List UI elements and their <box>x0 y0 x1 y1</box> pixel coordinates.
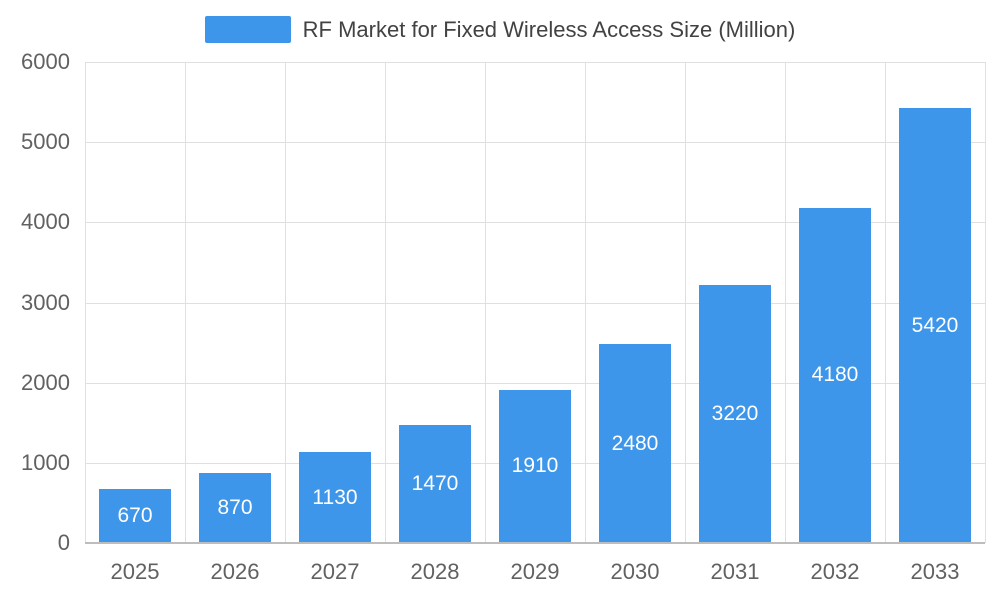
x-axis-tick-label: 2032 <box>810 559 860 584</box>
gridline-v <box>485 62 486 543</box>
bar: 1130 <box>299 452 371 543</box>
gridline-v <box>285 62 286 543</box>
bar-value-label: 1910 <box>511 454 559 478</box>
gridline-h <box>85 382 985 384</box>
bar-value-label: 5420 <box>911 313 959 337</box>
legend-swatch[interactable] <box>204 16 291 43</box>
bar: 3220 <box>699 284 771 543</box>
bar-value-label: 1130 <box>312 485 358 509</box>
y-axis-tick-label: 0 <box>57 530 70 555</box>
gridline-h <box>85 222 985 224</box>
gridline-v <box>985 62 986 543</box>
y-axis-tick-label: 6000 <box>21 49 70 74</box>
bar-value-label: 4180 <box>811 363 859 387</box>
gridline-h <box>85 142 985 144</box>
x-axis-tick-label: 2028 <box>410 559 460 584</box>
bar-value-label: 1470 <box>411 472 459 496</box>
y-axis-tick-label: 4000 <box>21 209 70 235</box>
x-axis-tick-label: 2027 <box>310 559 360 584</box>
legend-label: RF Market for Fixed Wireless Access Size… <box>302 17 796 42</box>
bar: 4180 <box>799 207 871 543</box>
gridline-v <box>185 62 186 543</box>
bar: 870 <box>199 473 271 543</box>
gridline-v <box>585 62 586 543</box>
bar: 1470 <box>399 425 471 543</box>
y-axis-tick-label: 3000 <box>21 289 70 315</box>
gridline-v <box>85 62 86 543</box>
x-axis-tick-label: 2029 <box>510 559 560 584</box>
plot-area: 670 870 1130 1470 1910 2480 3220 4180 5420 0 1000… <box>21 51 986 584</box>
bar: 670 <box>99 489 171 543</box>
gridline-h <box>85 62 985 63</box>
legend[interactable]: RF Market for Fixed Wireless Access Size… <box>0 16 1000 43</box>
x-axis-tick-label: 2031 <box>710 559 760 584</box>
bar-value-label: 3220 <box>711 401 759 425</box>
x-axis-tick-label: 2025 <box>110 559 160 584</box>
x-axis-tick-label: 2026 <box>210 559 260 584</box>
y-axis-tick-label: 1000 <box>21 449 70 475</box>
bar: 5420 <box>899 108 971 543</box>
gridline-v <box>785 62 786 543</box>
bar-value-label: 670 <box>117 504 153 528</box>
y-axis-tick-label: 2000 <box>21 369 70 395</box>
bar-value-label: 870 <box>217 496 253 520</box>
bar: 1910 <box>499 389 571 543</box>
bar-value-label: 2480 <box>611 431 659 455</box>
gridline-v <box>685 62 686 543</box>
gridline-h <box>85 302 985 304</box>
y-axis-tick-label: 5000 <box>21 129 70 155</box>
bar: 2480 <box>599 344 671 543</box>
gridline-v <box>885 62 886 543</box>
x-axis-line <box>85 542 985 544</box>
gridline-v <box>385 62 386 543</box>
x-axis-tick-label: 2033 <box>910 559 960 584</box>
x-axis-tick-label: 2030 <box>610 559 660 584</box>
